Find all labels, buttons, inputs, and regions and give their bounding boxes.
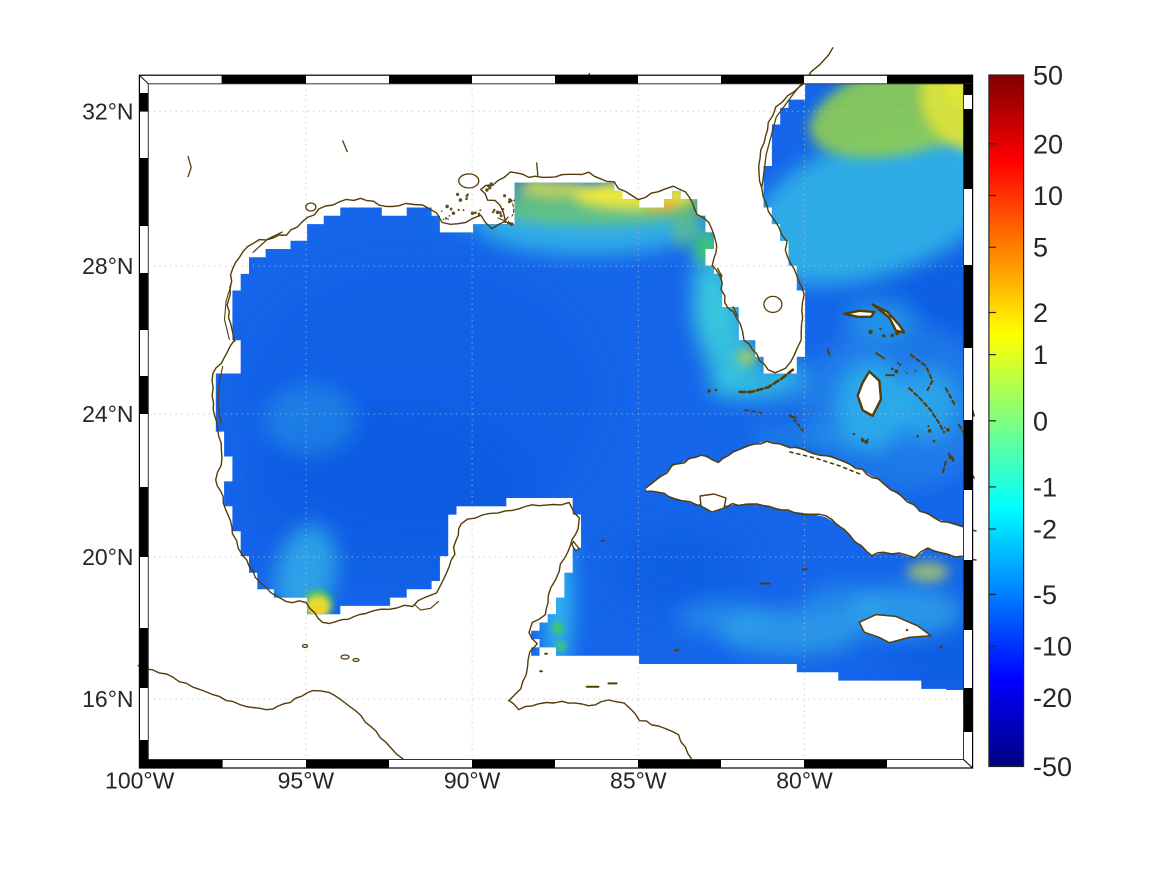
svg-text:20: 20 [1033, 129, 1063, 159]
svg-text:16°N: 16°N [82, 686, 133, 712]
svg-text:10: 10 [1033, 181, 1063, 211]
svg-text:-10: -10 [1033, 632, 1072, 662]
svg-text:-20: -20 [1033, 683, 1072, 713]
svg-text:-50: -50 [1033, 752, 1072, 782]
svg-text:5: 5 [1033, 233, 1048, 263]
svg-text:-2: -2 [1033, 515, 1057, 545]
svg-text:50: 50 [1033, 61, 1063, 91]
svg-text:80°W: 80°W [776, 768, 833, 794]
svg-text:28°N: 28°N [82, 253, 133, 279]
svg-text:32°N: 32°N [82, 98, 133, 124]
svg-text:1: 1 [1033, 340, 1048, 370]
svg-text:90°W: 90°W [444, 768, 501, 794]
svg-text:100°W: 100°W [105, 768, 175, 794]
svg-text:24°N: 24°N [82, 401, 133, 427]
svg-text:-1: -1 [1033, 472, 1057, 502]
svg-text:95°W: 95°W [278, 768, 335, 794]
svg-text:20°N: 20°N [82, 544, 133, 570]
svg-text:0: 0 [1033, 406, 1048, 436]
svg-text:85°W: 85°W [610, 768, 667, 794]
svg-text:-5: -5 [1033, 580, 1057, 610]
svg-text:2: 2 [1033, 298, 1048, 328]
